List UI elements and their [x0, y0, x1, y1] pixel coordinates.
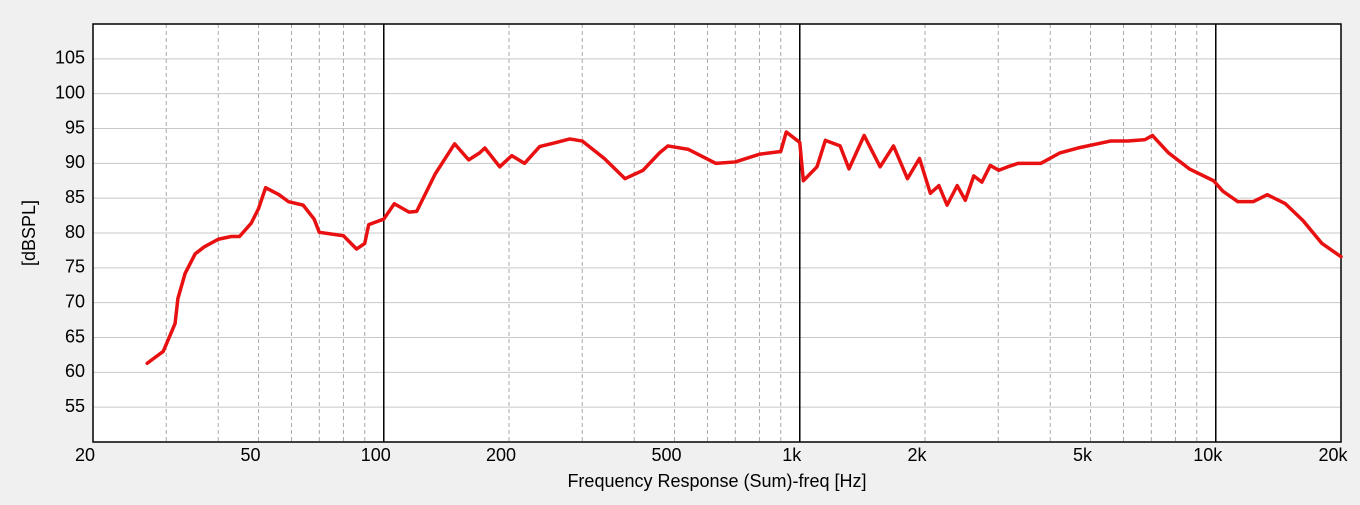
y-tick-label: 105: [55, 48, 85, 68]
x-tick-label: 10k: [1193, 445, 1223, 465]
x-tick-label: 200: [486, 445, 516, 465]
x-tick-label: 100: [361, 445, 391, 465]
x-tick-label: 20k: [1318, 445, 1348, 465]
y-tick-label: 55: [65, 396, 85, 416]
x-tick-label: 20: [75, 445, 95, 465]
y-tick-label: 95: [65, 117, 85, 137]
y-tick-label: 70: [65, 291, 85, 311]
y-tick-label: 100: [55, 82, 85, 102]
x-tick-label: 1k: [782, 445, 802, 465]
y-tick-label: 75: [65, 257, 85, 277]
y-tick-label: 60: [65, 361, 85, 381]
x-axis-label: Frequency Response (Sum)-freq [Hz]: [567, 471, 866, 491]
y-tick-label: 80: [65, 222, 85, 242]
y-axis-label: [dBSPL]: [19, 200, 39, 266]
x-tick-label: 50: [241, 445, 261, 465]
x-tick-label: 500: [652, 445, 682, 465]
x-tick-label: 2k: [907, 445, 927, 465]
y-tick-label: 90: [65, 152, 85, 172]
y-tick-label: 65: [65, 326, 85, 346]
y-tick-label: 85: [65, 187, 85, 207]
x-tick-label: 5k: [1073, 445, 1093, 465]
response-curve: [145, 130, 1343, 366]
plot-border: [92, 23, 1342, 443]
